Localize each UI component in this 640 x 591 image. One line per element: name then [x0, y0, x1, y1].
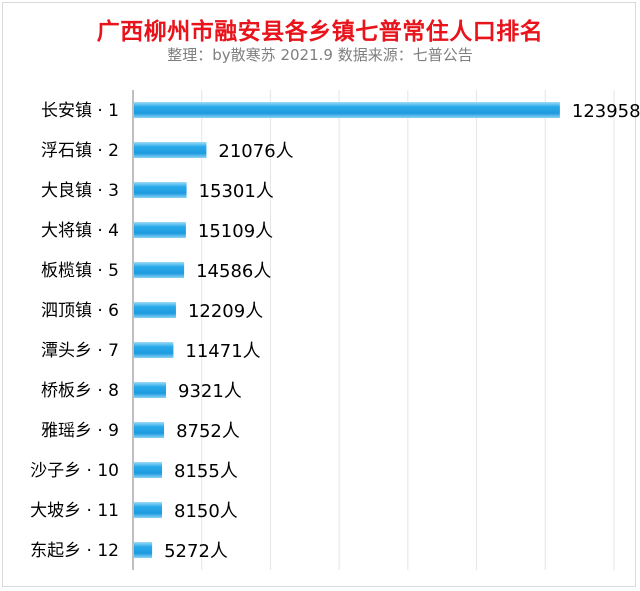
category-label: 大坡乡 · 11	[30, 501, 119, 521]
value-label: 12209人	[188, 301, 263, 322]
bar	[134, 502, 163, 518]
bar	[134, 262, 185, 278]
bar	[134, 342, 174, 358]
value-label: 123958人	[572, 101, 640, 122]
category-label: 沙子乡 · 10	[30, 461, 119, 481]
bar	[134, 462, 163, 478]
category-label: 浮石镇 · 2	[41, 141, 119, 161]
category-label: 东起乡 · 12	[30, 541, 119, 561]
bar	[134, 382, 167, 398]
category-label: 潭头乡 · 7	[41, 341, 119, 361]
bar	[134, 102, 560, 118]
bar	[134, 422, 165, 438]
value-label: 5272人	[164, 541, 228, 562]
category-label: 大将镇 · 4	[41, 221, 119, 241]
chart-subtitle: 整理：by散寒苏 2021.9 数据来源：七普公告	[167, 46, 473, 64]
bar	[134, 302, 176, 318]
value-label: 8150人	[174, 501, 238, 522]
value-label: 15301人	[199, 181, 274, 202]
value-label: 8752人	[176, 421, 240, 442]
value-label: 9321人	[178, 381, 242, 402]
value-label: 14586人	[196, 261, 271, 282]
bar	[134, 542, 153, 558]
value-label: 21076人	[218, 141, 293, 162]
category-label: 板榄镇 · 5	[41, 261, 119, 281]
bars	[134, 102, 560, 558]
bar	[134, 222, 186, 238]
value-label: 15109人	[198, 221, 273, 242]
bar	[134, 142, 207, 158]
category-label: 桥板乡 · 8	[41, 381, 119, 401]
category-label: 泗顶镇 · 6	[41, 301, 119, 321]
value-label: 11471人	[185, 341, 260, 362]
bar	[134, 182, 187, 198]
category-label: 大良镇 · 3	[41, 181, 119, 201]
grid-lines	[201, 90, 615, 570]
chart-title: 广西柳州市融安县各乡镇七普常住人口排名	[96, 18, 544, 45]
category-label: 长安镇 · 1	[41, 101, 119, 121]
value-label: 8155人	[174, 461, 238, 482]
category-label: 雅瑶乡 · 9	[41, 421, 119, 441]
